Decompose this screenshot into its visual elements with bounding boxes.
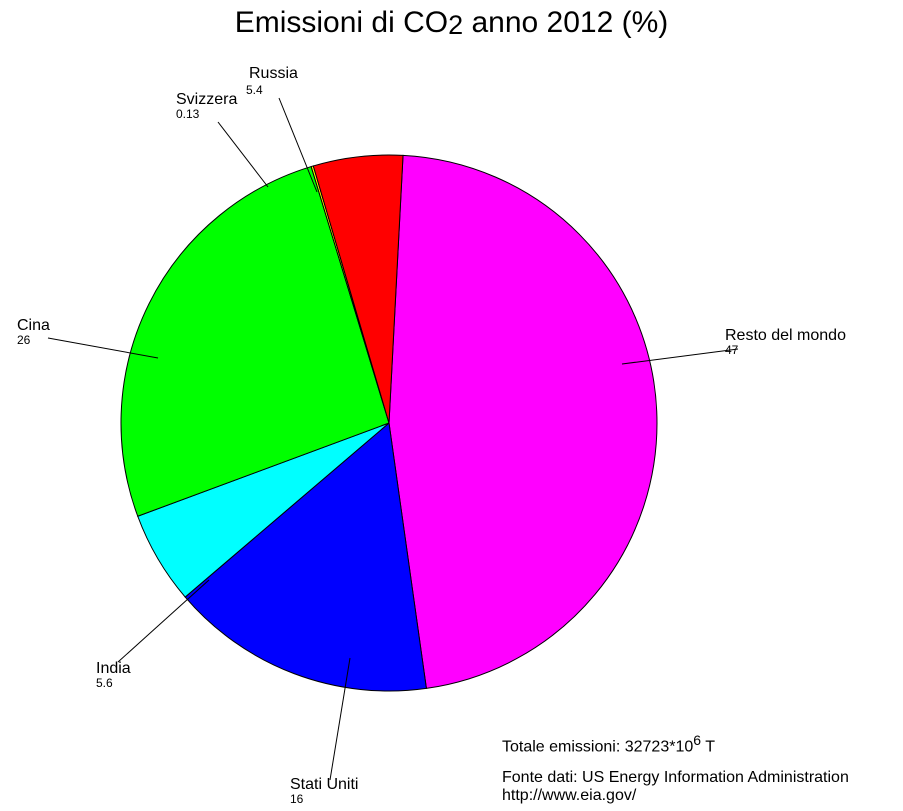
leader-line [278, 97, 318, 193]
slice-value-label: 0.13 [176, 107, 200, 121]
pie-slice-stati-uniti [184, 422, 427, 692]
leader-line [217, 121, 269, 188]
source-name: Fonte dati: US Energy Information Admini… [502, 769, 849, 786]
leader-line [329, 657, 351, 781]
slice-value-label: 5.6 [96, 676, 113, 690]
slice-value-label: 16 [290, 792, 304, 806]
total-emissions-note: Totale emissioni: 32723*106 T [502, 732, 715, 756]
pie-slice-cina [120, 165, 390, 517]
slice-value-label: 47 [725, 343, 739, 357]
slice-label: India [96, 660, 131, 677]
pie-slice-resto-del-mondo [388, 154, 658, 689]
leader-line [47, 337, 159, 359]
total-emissions-unit: T [701, 738, 715, 756]
source-note: Fonte dati: US Energy Information Admini… [502, 769, 849, 805]
leader-lines [47, 97, 739, 781]
slice-label: Svizzera [176, 91, 237, 108]
slice-label: Stati Uniti [290, 776, 358, 793]
pie-slices [120, 154, 658, 692]
chart-title-subscript: 2 [448, 10, 464, 40]
slice-value-label: 26 [17, 333, 31, 347]
leader-line [117, 579, 210, 663]
source-url: http://www.eia.gov/ [502, 787, 637, 804]
slice-label: Cina [17, 317, 50, 334]
chart-title-rest: anno 2012 (%) [463, 6, 669, 39]
chart-title: Emissioni di CO2 anno 2012 (%) [0, 6, 903, 41]
slice-label: Resto del mondo [725, 327, 846, 344]
chart-title-main: Emissioni di CO [234, 6, 449, 39]
pie-slice-russia [312, 154, 404, 424]
total-emissions-text: Totale emissioni: 32723*10 [502, 738, 694, 756]
slice-value-label: 5.4 [246, 83, 263, 97]
total-emissions-exponent: 6 [693, 732, 702, 748]
leader-line [621, 348, 739, 365]
slice-label: Russia [249, 65, 298, 82]
